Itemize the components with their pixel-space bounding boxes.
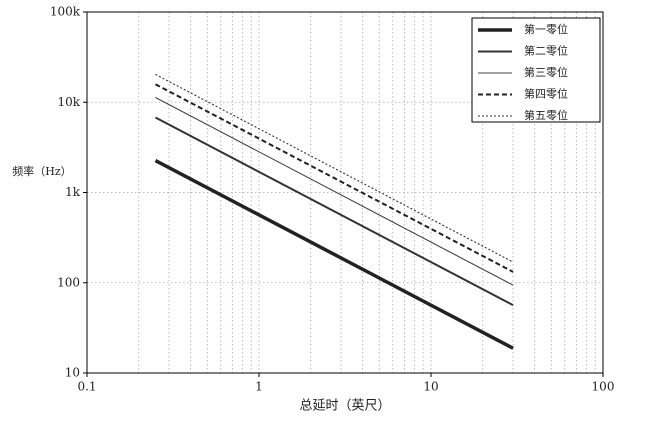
- series-line: [154, 158, 514, 350]
- series-line: [154, 116, 514, 307]
- y-tick-label: 10k: [57, 95, 80, 109]
- y-axis-label: 频率（Hz）: [12, 164, 71, 178]
- y-tick-label: 10: [65, 366, 80, 380]
- series-line: [155, 73, 514, 263]
- x-tick-label: 0.1: [77, 380, 96, 394]
- legend-box: [471, 17, 601, 123]
- legend-label: 第五零位: [524, 108, 568, 122]
- x-tick-label: 10: [423, 380, 438, 394]
- y-tick-label: 100k: [50, 5, 81, 19]
- x-axis-label: 总延时（英尺）: [299, 399, 390, 414]
- plot-frame: [86, 11, 604, 374]
- legend-label: 第四零位: [524, 87, 568, 101]
- x-tick-label: 100: [592, 380, 615, 394]
- y-tick-label: 100: [57, 275, 80, 289]
- series-line: [154, 83, 514, 273]
- legend-label: 第三零位: [524, 65, 568, 79]
- x-tick-label: 1: [255, 380, 263, 394]
- legend-label: 第二零位: [524, 44, 568, 58]
- y-tick-label: 1k: [65, 185, 81, 199]
- series-line: [155, 96, 514, 286]
- legend-label: 第一零位: [524, 22, 568, 36]
